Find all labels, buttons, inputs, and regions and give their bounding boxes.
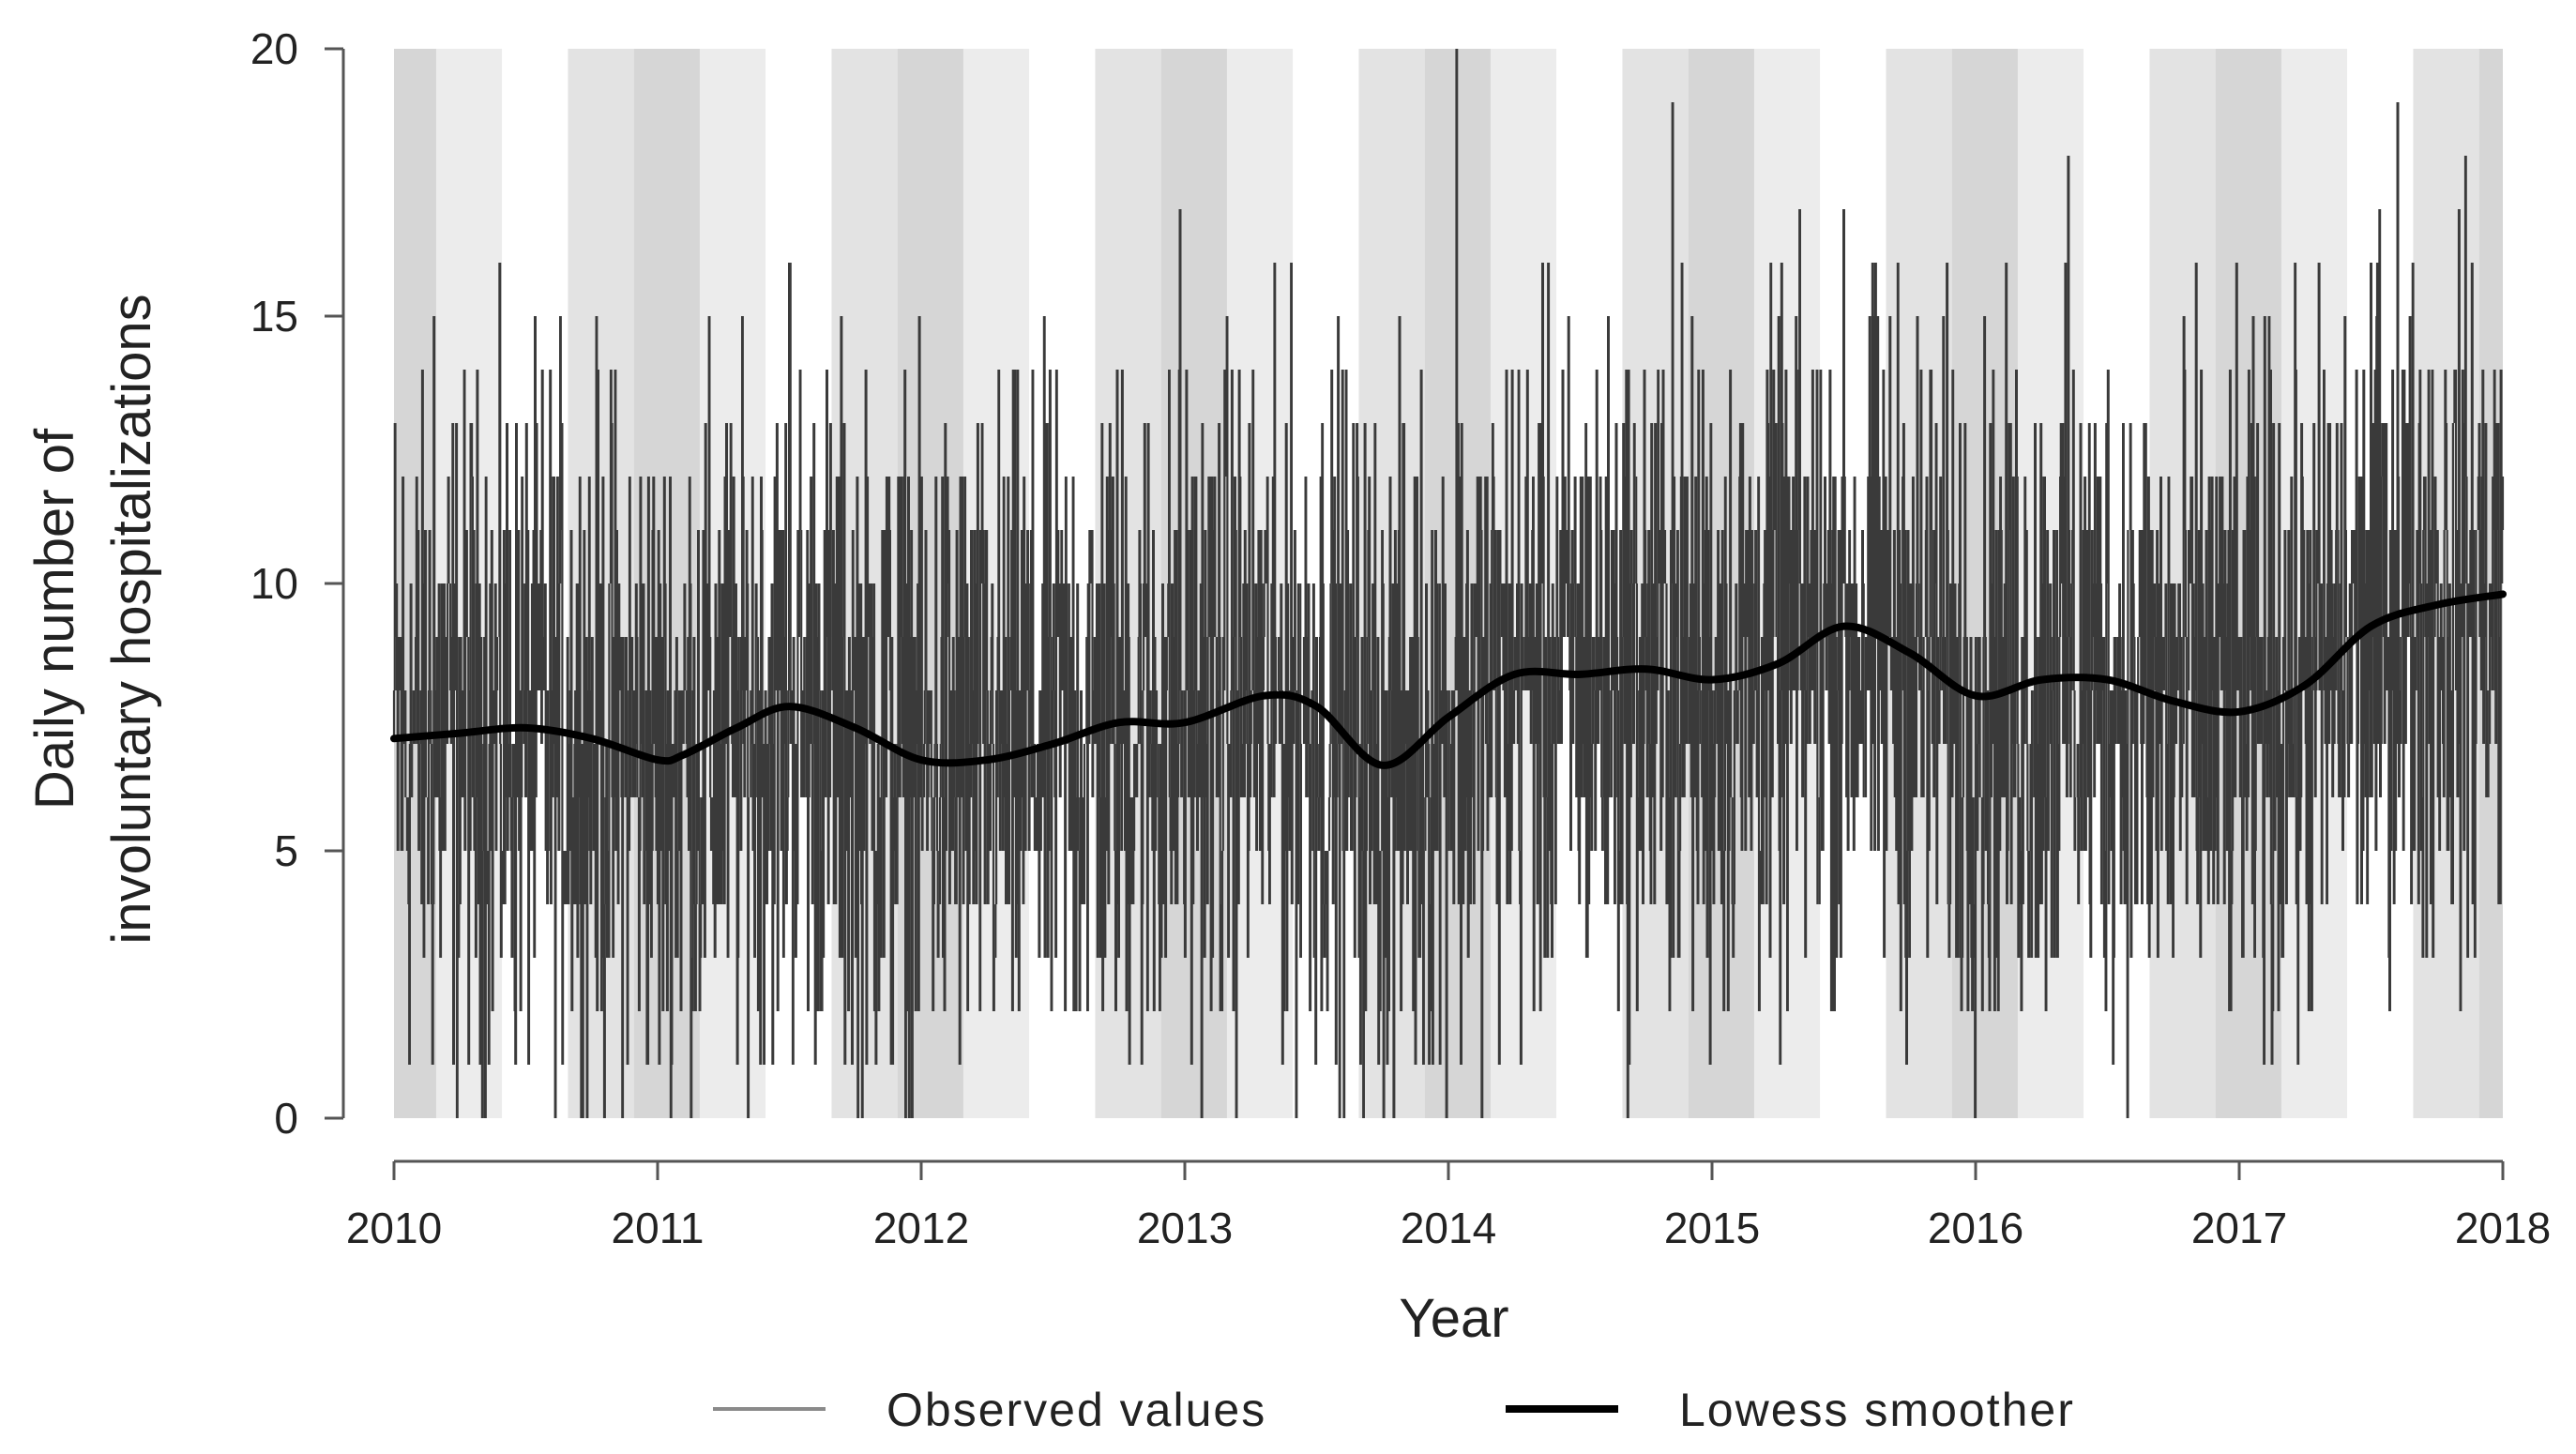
legend: Observed values Lowess smoother [713, 1384, 2075, 1436]
x-tick-label: 2013 [1137, 1204, 1233, 1252]
x-axis-title: Year [1399, 1288, 1508, 1349]
x-axis: 2010 2011 2012 2013 2014 2015 2016 2017 2018 [346, 1159, 2551, 1252]
x-tick-label: 2018 [2455, 1204, 2551, 1252]
y-tick-label: 10 [250, 559, 298, 608]
lowess-smoother-line [390, 590, 2507, 769]
y-axis-title-line2: involuntary hospitalizations [101, 294, 162, 944]
y-tick-label: 15 [250, 292, 298, 341]
x-tick-label: 2011 [612, 1204, 705, 1252]
x-tick-label: 2016 [1928, 1204, 2023, 1252]
legend-lowess-label: Lowess smoother [1679, 1384, 2075, 1436]
x-tick-label: 2017 [2191, 1204, 2287, 1252]
x-tick-label: 2010 [346, 1204, 442, 1252]
observed-series [392, 49, 2505, 1118]
y-axis-title-line1: Daily number of [24, 428, 85, 810]
x-tick-label: 2012 [873, 1204, 969, 1252]
y-axis: 0 5 10 15 20 [250, 24, 345, 1143]
observed-values-trace [392, 49, 2505, 1118]
y-tick-label: 0 [274, 1094, 298, 1143]
y-tick-label: 20 [250, 24, 298, 73]
legend-observed-label: Observed values [886, 1384, 1266, 1436]
x-tick-label: 2014 [1401, 1204, 1496, 1252]
x-tick-label: 2015 [1664, 1204, 1760, 1252]
y-tick-label: 5 [274, 826, 298, 875]
